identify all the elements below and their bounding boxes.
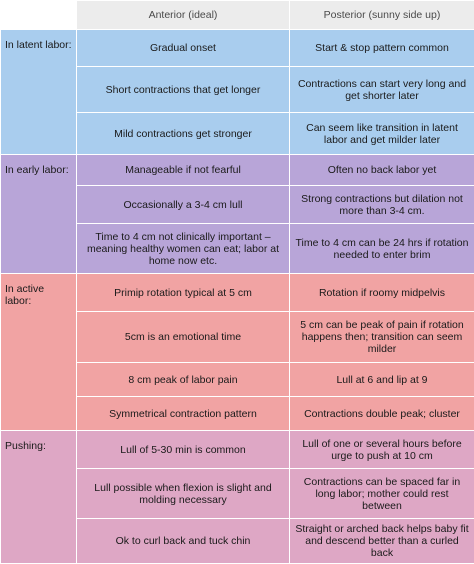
- anterior-cell: Gradual onset: [77, 30, 290, 67]
- anterior-cell: 5cm is an emotional time: [77, 312, 290, 363]
- section-label: In early labor:: [1, 155, 77, 274]
- posterior-cell: Strong contractions but dilation not mor…: [290, 186, 474, 224]
- anterior-cell: Manageable if not fearful: [77, 155, 290, 186]
- anterior-cell: Time to 4 cm not clinically important – …: [77, 224, 290, 274]
- posterior-cell: Contractions can start very long and get…: [290, 67, 474, 113]
- anterior-cell: Ok to curl back and tuck chin: [77, 519, 290, 564]
- header-posterior: Posterior (sunny side up): [290, 1, 474, 30]
- header-corner: [1, 1, 77, 30]
- section-label: Pushing:: [1, 431, 77, 564]
- posterior-cell: Contractions double peak; cluster: [290, 397, 474, 431]
- anterior-cell: Lull possible when flexion is slight and…: [77, 469, 290, 519]
- posterior-cell: Can seem like transition in latent labor…: [290, 113, 474, 155]
- posterior-cell: Rotation if roomy midpelvis: [290, 274, 474, 312]
- posterior-cell: Lull of one or several hours before urge…: [290, 431, 474, 469]
- anterior-cell: Lull of 5-30 min is common: [77, 431, 290, 469]
- posterior-cell: Start & stop pattern common: [290, 30, 474, 67]
- posterior-cell: 5 cm can be peak of pain if rotation hap…: [290, 312, 474, 363]
- header-anterior: Anterior (ideal): [77, 1, 290, 30]
- section-label: In active labor:: [1, 274, 77, 431]
- posterior-cell: Lull at 6 and lip at 9: [290, 363, 474, 397]
- anterior-cell: Primip rotation typical at 5 cm: [77, 274, 290, 312]
- table-row: In active labor:Primip rotation typical …: [1, 274, 474, 312]
- anterior-cell: Mild contractions get stronger: [77, 113, 290, 155]
- posterior-cell: Time to 4 cm can be 24 hrs if rotation n…: [290, 224, 474, 274]
- anterior-cell: Occasionally a 3-4 cm lull: [77, 186, 290, 224]
- section-label: In latent labor:: [1, 30, 77, 155]
- header-row: Anterior (ideal) Posterior (sunny side u…: [1, 1, 474, 30]
- posterior-cell: Straight or arched back helps baby fit a…: [290, 519, 474, 564]
- posterior-cell: Often no back labor yet: [290, 155, 474, 186]
- anterior-cell: 8 cm peak of labor pain: [77, 363, 290, 397]
- table-row: In early labor:Manageable if not fearful…: [1, 155, 474, 186]
- anterior-cell: Short contractions that get longer: [77, 67, 290, 113]
- posterior-cell: Contractions can be spaced far in long l…: [290, 469, 474, 519]
- anterior-cell: Symmetrical contraction pattern: [77, 397, 290, 431]
